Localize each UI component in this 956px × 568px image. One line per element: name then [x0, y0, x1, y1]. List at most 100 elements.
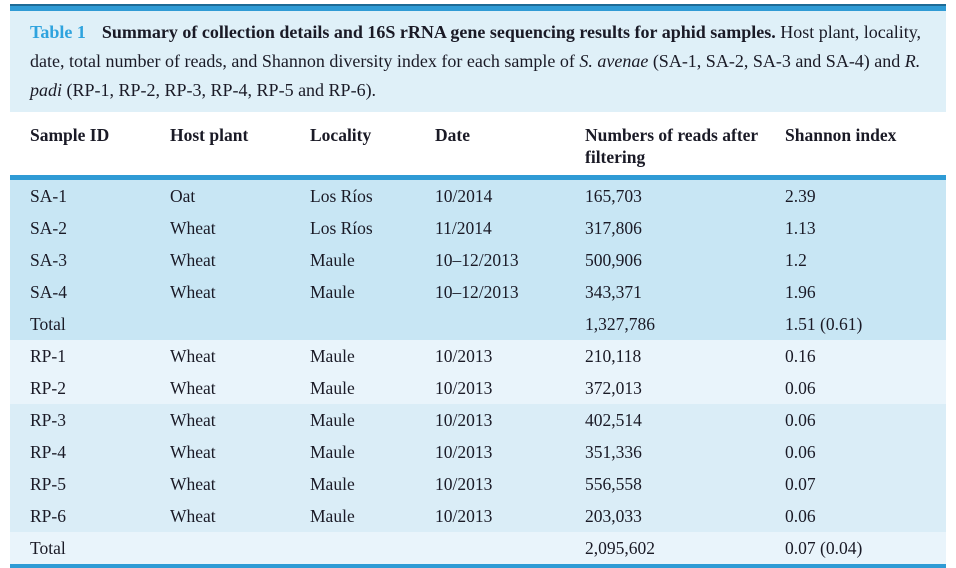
cell-locality — [310, 532, 435, 568]
cell-sample-id: RP-2 — [10, 372, 170, 405]
cell-shannon: 0.16 — [785, 340, 946, 373]
cell-reads: 203,033 — [585, 500, 785, 533]
cell-shannon: 0.06 — [785, 372, 946, 405]
cell-locality — [310, 308, 435, 341]
cell-locality: Maule — [310, 436, 435, 469]
table-header: Sample ID Host plant Locality Date Numbe… — [10, 112, 946, 181]
cell-shannon: 0.06 — [785, 500, 946, 533]
cell-locality: Maule — [310, 372, 435, 405]
table-number-label: Table 1 — [30, 22, 86, 42]
cell-shannon: 1.96 — [785, 276, 946, 309]
table-row-total-rp: Total 2,095,602 0.07 (0.04) — [10, 532, 946, 568]
cell-host-plant: Wheat — [170, 468, 310, 501]
col-header-locality: Locality — [310, 112, 435, 181]
col-header-host-plant: Host plant — [170, 112, 310, 181]
cell-sample-id: RP-1 — [10, 340, 170, 373]
caption-species-1: S. avenae — [579, 50, 649, 71]
cell-sample-id: SA-4 — [10, 276, 170, 309]
cell-sample-id: RP-6 — [10, 500, 170, 533]
cell-reads: 500,906 — [585, 244, 785, 277]
col-header-date: Date — [435, 112, 585, 181]
cell-date: 11/2014 — [435, 212, 585, 245]
cell-shannon: 1.51 (0.61) — [785, 308, 946, 341]
cell-host-plant: Wheat — [170, 244, 310, 277]
cell-shannon: 0.07 — [785, 468, 946, 501]
table-row: RP-1 Wheat Maule 10/2013 210,118 0.16 — [10, 340, 946, 373]
cell-reads: 402,514 — [585, 404, 785, 437]
cell-locality: Maule — [310, 500, 435, 533]
cell-host-plant — [170, 532, 310, 568]
cell-date: 10/2013 — [435, 340, 585, 373]
cell-date: 10/2013 — [435, 436, 585, 469]
cell-locality: Maule — [310, 340, 435, 373]
cell-locality: Maule — [310, 276, 435, 309]
cell-reads: 372,013 — [585, 372, 785, 405]
cell-host-plant: Wheat — [170, 500, 310, 533]
cell-date — [435, 532, 585, 568]
cell-reads: 210,118 — [585, 340, 785, 373]
table-row: RP-2 Wheat Maule 10/2013 372,013 0.06 — [10, 372, 946, 405]
cell-reads: 556,558 — [585, 468, 785, 501]
cell-date: 10/2014 — [435, 177, 585, 213]
table-row: SA-2 Wheat Los Ríos 11/2014 317,806 1.13 — [10, 212, 946, 245]
cell-host-plant: Oat — [170, 177, 310, 213]
header-row: Sample ID Host plant Locality Date Numbe… — [10, 112, 946, 181]
cell-locality: Los Ríos — [310, 212, 435, 245]
cell-locality: Los Ríos — [310, 177, 435, 213]
cell-shannon: 0.07 (0.04) — [785, 532, 946, 568]
cell-locality: Maule — [310, 468, 435, 501]
cell-date: 10/2013 — [435, 372, 585, 405]
cell-reads: 343,371 — [585, 276, 785, 309]
col-header-reads: Numbers of reads after filtering — [585, 112, 785, 181]
cell-shannon: 0.06 — [785, 436, 946, 469]
cell-shannon: 2.39 — [785, 177, 946, 213]
cell-sample-id: RP-3 — [10, 404, 170, 437]
cell-date — [435, 308, 585, 341]
table-row: RP-6 Wheat Maule 10/2013 203,033 0.06 — [10, 500, 946, 533]
cell-shannon: 1.13 — [785, 212, 946, 245]
cell-date: 10/2013 — [435, 500, 585, 533]
table-row: SA-3 Wheat Maule 10–12/2013 500,906 1.2 — [10, 244, 946, 277]
caption-species-2: R. padi — [30, 50, 921, 100]
cell-sample-id: RP-4 — [10, 436, 170, 469]
table-top-rule — [10, 4, 946, 11]
table-figure: Table 1 Summary of collection details and… — [10, 4, 946, 568]
cell-sample-id: SA-1 — [10, 177, 170, 213]
summary-table: Sample ID Host plant Locality Date Numbe… — [10, 112, 946, 568]
table-caption: Table 1 Summary of collection details and… — [10, 11, 946, 113]
cell-host-plant: Wheat — [170, 276, 310, 309]
col-header-shannon: Shannon index — [785, 112, 946, 181]
cell-date: 10/2013 — [435, 404, 585, 437]
cell-reads: 165,703 — [585, 177, 785, 213]
cell-sample-id: SA-2 — [10, 212, 170, 245]
cell-host-plant: Wheat — [170, 372, 310, 405]
cell-shannon: 1.2 — [785, 244, 946, 277]
table-row: RP-4 Wheat Maule 10/2013 351,336 0.06 — [10, 436, 946, 469]
cell-host-plant — [170, 308, 310, 341]
col-header-sample-id: Sample ID — [10, 112, 170, 181]
cell-host-plant: Wheat — [170, 404, 310, 437]
table-row: SA-4 Wheat Maule 10–12/2013 343,371 1.96 — [10, 276, 946, 309]
cell-locality: Maule — [310, 404, 435, 437]
caption-title: Summary of collection details and 16S rR… — [101, 22, 776, 42]
cell-sample-id: RP-5 — [10, 468, 170, 501]
cell-host-plant: Wheat — [170, 340, 310, 373]
cell-host-plant: Wheat — [170, 212, 310, 245]
cell-reads: 2,095,602 — [585, 532, 785, 568]
table-row: SA-1 Oat Los Ríos 10/2014 165,703 2.39 — [10, 177, 946, 213]
cell-host-plant: Wheat — [170, 436, 310, 469]
cell-reads: 317,806 — [585, 212, 785, 245]
cell-reads: 351,336 — [585, 436, 785, 469]
cell-sample-id: Total — [10, 532, 170, 568]
cell-locality: Maule — [310, 244, 435, 277]
caption-text: Host plant, locality, date, total number… — [30, 22, 922, 71]
table-row: RP-3 Wheat Maule 10/2013 402,514 0.06 — [10, 404, 946, 437]
caption-text: (SA-1, SA-2, SA-3 and SA-4) and — [648, 50, 905, 71]
table-body: SA-1 Oat Los Ríos 10/2014 165,703 2.39 S… — [10, 177, 946, 568]
cell-sample-id: Total — [10, 308, 170, 341]
cell-sample-id: SA-3 — [10, 244, 170, 277]
caption-text: (RP-1, RP-2, RP-3, RP-4, RP-5 and RP-6). — [62, 79, 377, 100]
cell-shannon: 0.06 — [785, 404, 946, 437]
table-row-total-sa: Total 1,327,786 1.51 (0.61) — [10, 308, 946, 341]
cell-date: 10–12/2013 — [435, 244, 585, 277]
